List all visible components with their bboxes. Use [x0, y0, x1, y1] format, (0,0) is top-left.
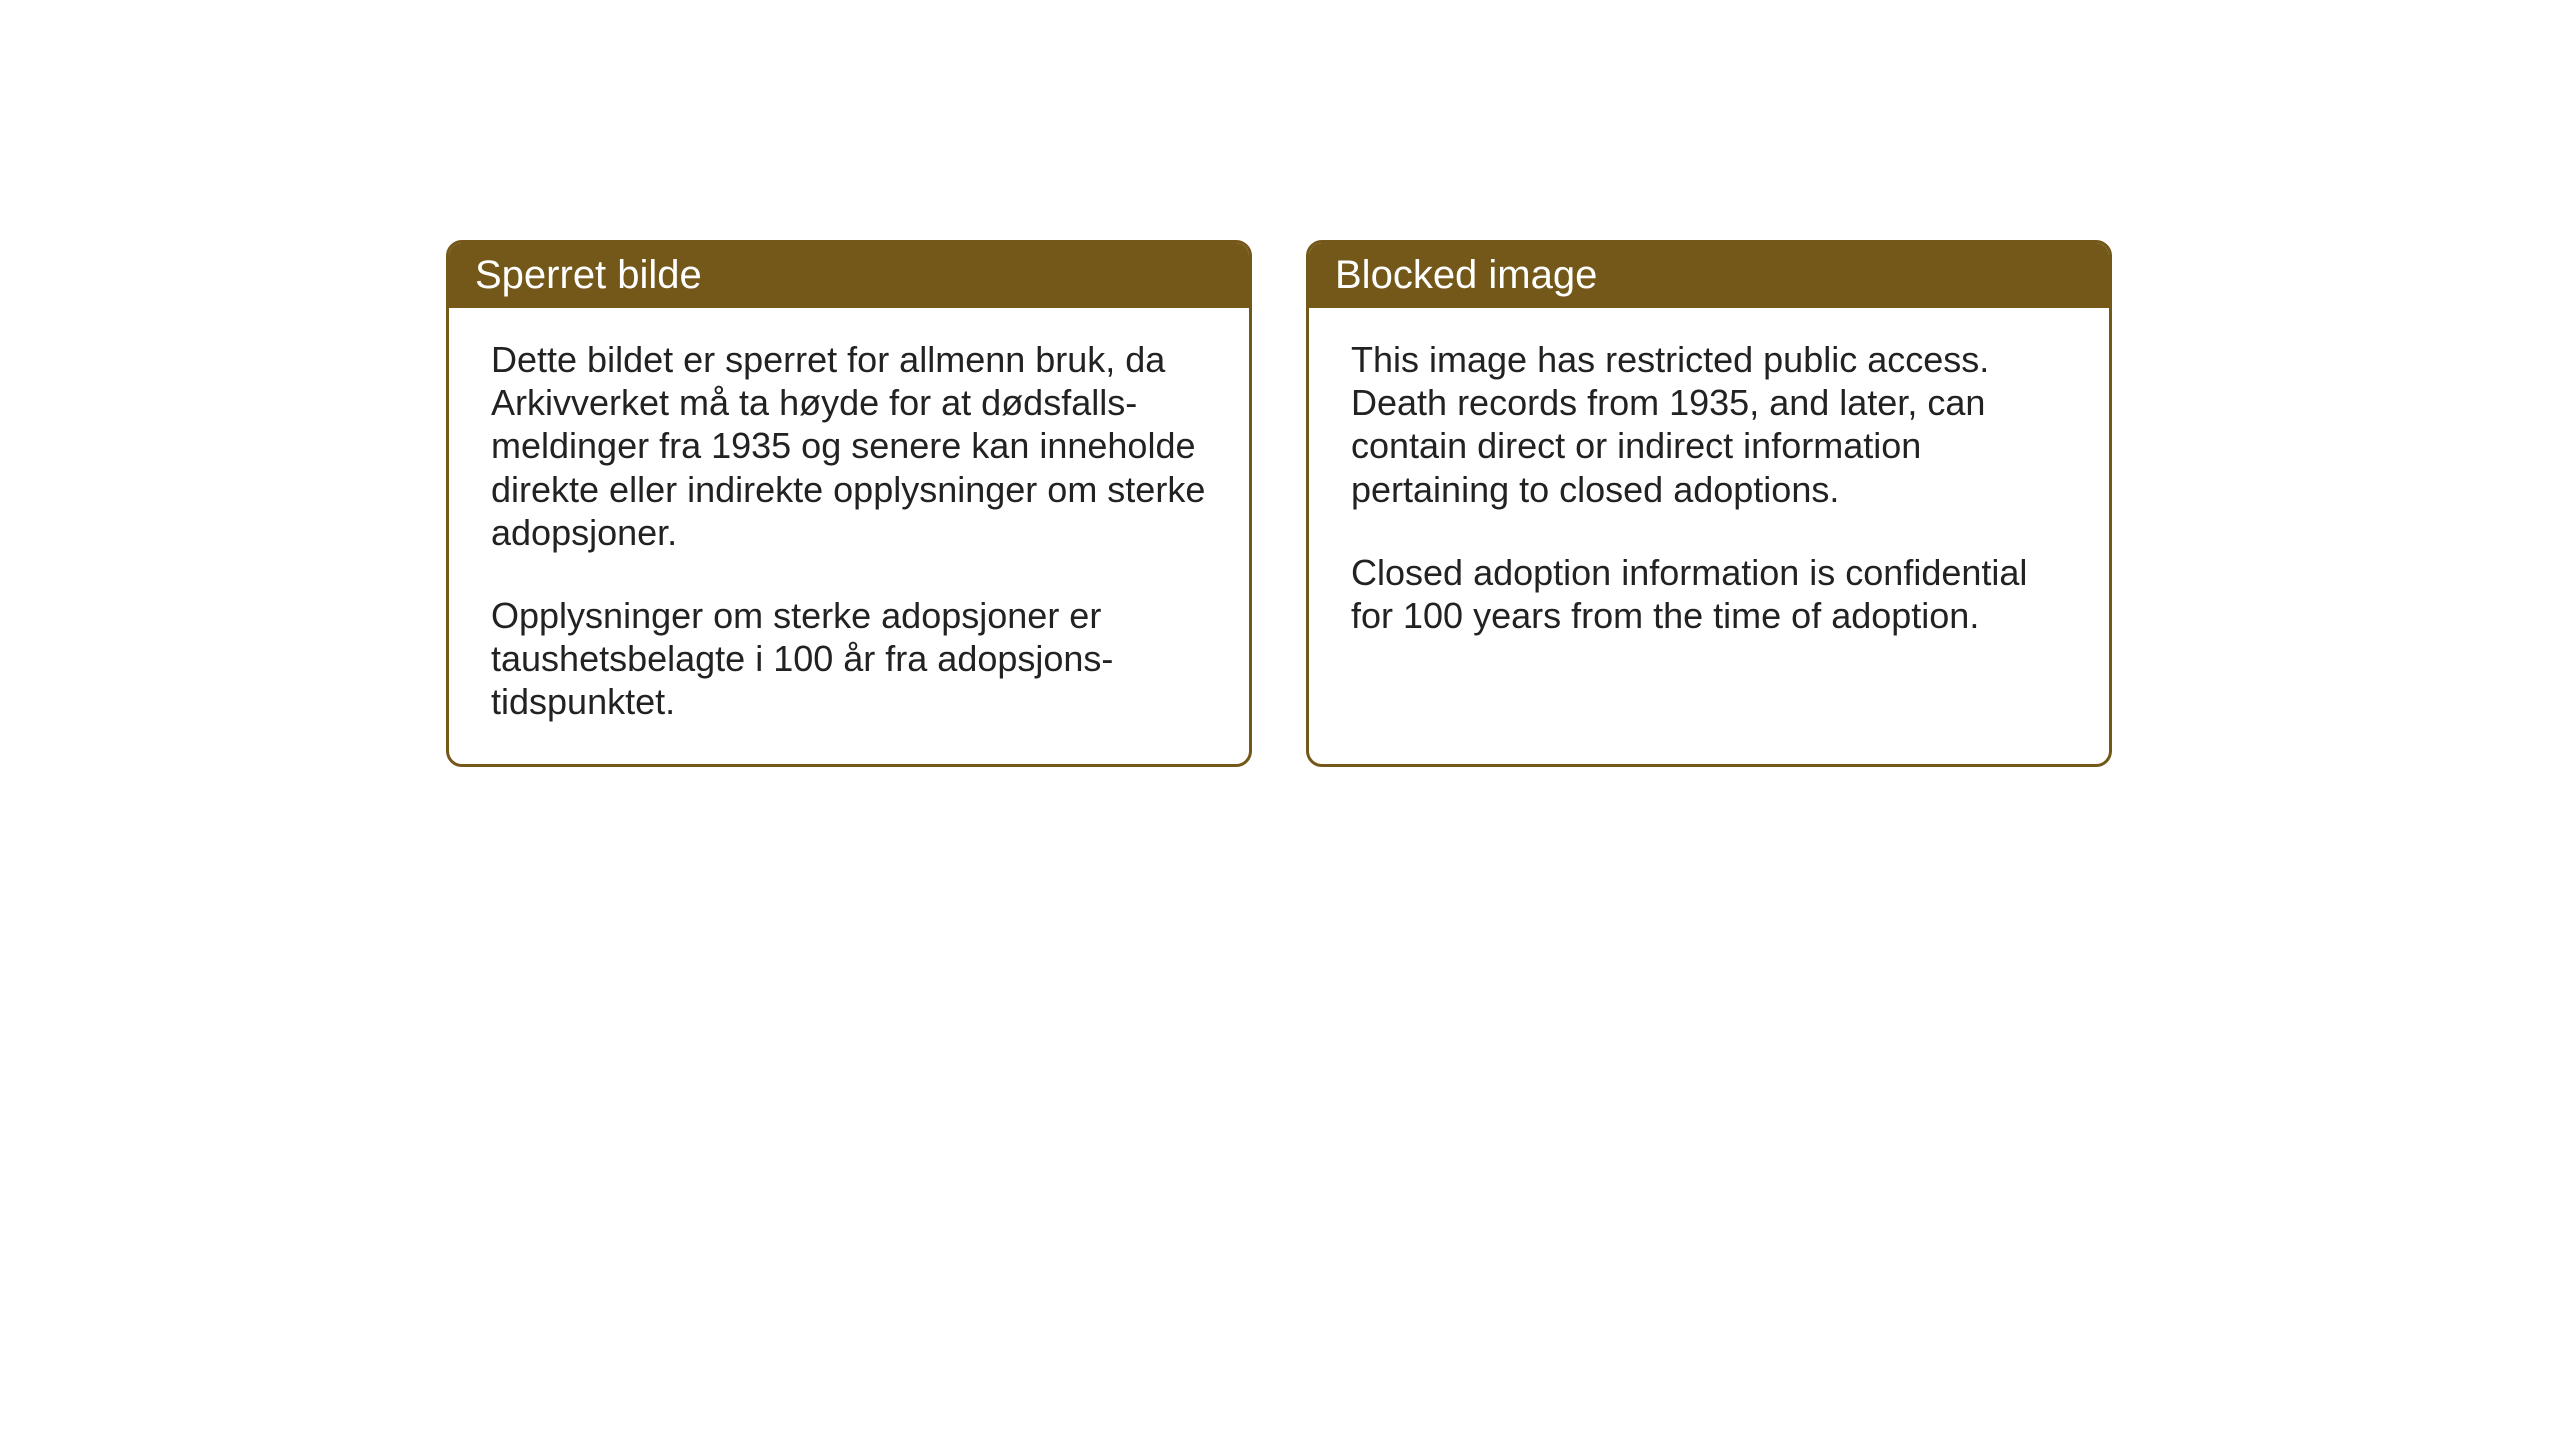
info-box-body: Dette bildet er sperret for allmenn bruk…: [449, 308, 1249, 764]
info-box-header: Sperret bilde: [449, 243, 1249, 308]
info-box-paragraph: Dette bildet er sperret for allmenn bruk…: [491, 338, 1207, 554]
info-box-header: Blocked image: [1309, 243, 2109, 308]
info-box-norwegian: Sperret bilde Dette bildet er sperret fo…: [446, 240, 1252, 767]
info-box-paragraph: This image has restricted public access.…: [1351, 338, 2067, 511]
info-box-title: Blocked image: [1335, 253, 1597, 297]
info-box-paragraph: Opplysninger om sterke adopsjoner er tau…: [491, 594, 1207, 724]
info-box-paragraph: Closed adoption information is confident…: [1351, 551, 2067, 637]
info-box-english: Blocked image This image has restricted …: [1306, 240, 2112, 767]
info-box-container: Sperret bilde Dette bildet er sperret fo…: [446, 240, 2112, 767]
info-box-body: This image has restricted public access.…: [1309, 308, 2109, 746]
info-box-title: Sperret bilde: [475, 253, 702, 297]
